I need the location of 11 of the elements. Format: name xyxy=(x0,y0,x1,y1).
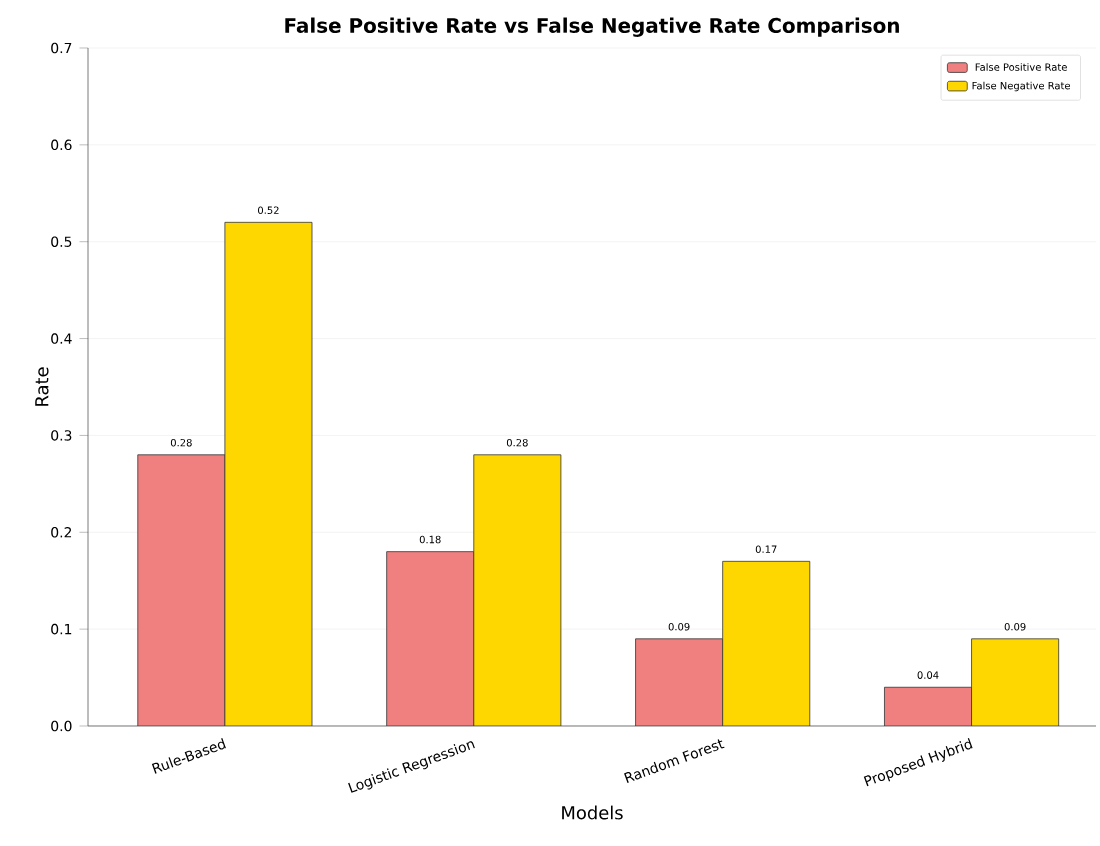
y-axis-title: Rate xyxy=(35,367,49,406)
bar xyxy=(386,551,475,726)
chart-title: False Positive Rate vs False Negative Rate Comparison xyxy=(285,17,899,37)
bar xyxy=(722,560,811,726)
bar xyxy=(473,454,562,726)
bar xyxy=(971,638,1060,726)
bar xyxy=(884,686,972,726)
bar xyxy=(635,638,724,726)
bar xyxy=(224,221,313,726)
bar xyxy=(137,454,226,726)
x-axis-title: Models xyxy=(562,805,623,820)
